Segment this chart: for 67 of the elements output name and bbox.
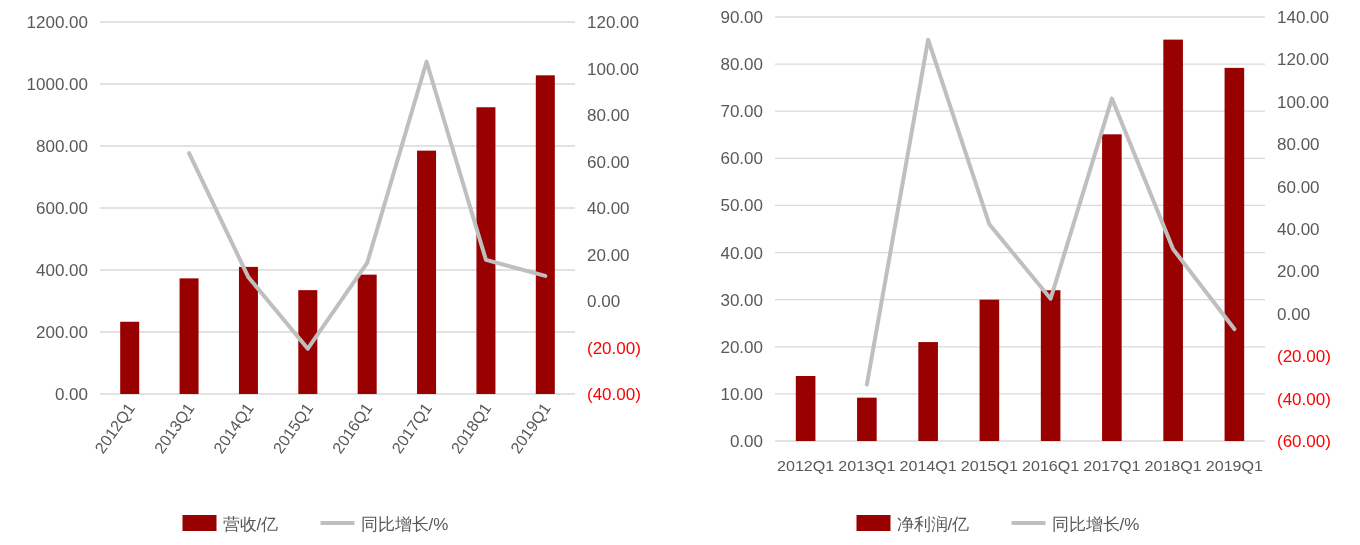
bar (857, 397, 877, 441)
y-tick-label: 1200.00 (26, 13, 88, 32)
x-tick-label: 2012Q1 (777, 457, 835, 474)
y2-tick-label: 120.00 (1277, 50, 1329, 70)
bar (179, 278, 199, 394)
legend-label: 净利润/亿 (896, 515, 970, 534)
y-tick-label: 40.00 (720, 243, 763, 263)
bar (535, 75, 555, 394)
line-series (864, 37, 1237, 387)
bar (298, 290, 318, 394)
bar (417, 150, 437, 394)
bar (357, 274, 377, 394)
legend-label: 同比增长/% (360, 515, 449, 534)
y2-tick-label: 140.00 (1277, 8, 1329, 27)
y2-tick-label: (40.00) (1277, 389, 1331, 409)
y-tick-label: 10.00 (720, 384, 763, 404)
y-tick-label: 200.00 (36, 323, 88, 342)
y2-tick-label: (20.00) (1277, 347, 1331, 367)
bar (238, 266, 258, 394)
x-tick-label: 2017Q1 (1083, 457, 1141, 474)
y2-tick-label: 100.00 (1277, 92, 1329, 112)
y-tick-label: 0.00 (729, 432, 763, 451)
line-series (187, 59, 548, 351)
legend-label: 同比增长/% (1051, 515, 1140, 534)
x-tick-label: 2013Q1 (838, 457, 896, 474)
y-tick-label: 70.00 (720, 102, 763, 122)
y2-tick-label: 40.00 (1277, 220, 1320, 239)
y-tick-label: 600.00 (36, 199, 88, 218)
y-tick-label: 60.00 (720, 149, 763, 169)
y2-tick-label: 40.00 (587, 199, 630, 218)
y-tick-label: 90.00 (720, 8, 763, 27)
bar (1163, 39, 1183, 441)
bar (1224, 67, 1245, 441)
x-tick-label: 2015Q1 (960, 457, 1018, 474)
bar (979, 299, 1000, 441)
bar (918, 342, 938, 441)
legend-label: 营收/亿 (222, 515, 279, 534)
x-tick-label: 2018Q1 (1144, 457, 1202, 474)
y2-tick-label: (60.00) (1277, 432, 1331, 451)
x-tick-label: 2016Q1 (1022, 457, 1080, 474)
y2-tick-label: 80.00 (1277, 135, 1320, 155)
bar (795, 375, 816, 441)
y2-tick-label: 0.00 (587, 292, 621, 311)
y-tick-label: 20.00 (720, 337, 763, 357)
x-tick-label: 2014Q1 (899, 457, 957, 474)
y2-tick-label: 80.00 (587, 106, 630, 125)
y2-tick-label: 20.00 (587, 245, 630, 265)
y2-tick-label: 20.00 (1277, 262, 1320, 282)
bar (1102, 134, 1122, 441)
y2-tick-label: (20.00) (587, 338, 641, 358)
bar (476, 107, 496, 394)
x-tick-label: 2019Q1 (1205, 457, 1263, 474)
y-tick-label: 1000.00 (26, 75, 88, 94)
y2-tick-label: 120.00 (587, 13, 639, 32)
y2-tick-label: 0.00 (1277, 304, 1311, 324)
y-tick-label: 800.00 (36, 137, 88, 156)
y2-tick-label: 100.00 (587, 59, 639, 79)
bar (1040, 290, 1061, 441)
y2-tick-label: 60.00 (1277, 177, 1320, 197)
y2-tick-label: 60.00 (587, 152, 630, 172)
y-tick-label: 30.00 (720, 290, 763, 310)
y-tick-label: 50.00 (720, 196, 763, 216)
y-tick-label: 0.00 (54, 385, 88, 404)
y2-tick-label: (40.00) (587, 385, 641, 404)
bar (120, 321, 140, 394)
y-tick-label: 80.00 (720, 55, 763, 75)
y-tick-label: 400.00 (36, 261, 88, 280)
